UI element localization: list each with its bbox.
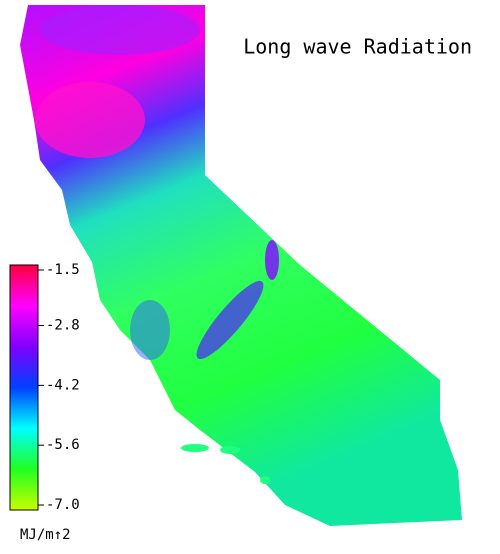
california-map — [20, 5, 462, 526]
north-region — [40, 5, 200, 55]
valley-band — [196, 280, 264, 360]
tick-label: -2.8 — [46, 318, 80, 334]
tick-label: -5.6 — [46, 437, 80, 453]
warm-region — [35, 82, 145, 158]
tick-label: -7.0 — [46, 497, 80, 513]
tick-label: -4.2 — [46, 377, 80, 393]
tick-label: -1.5 — [46, 262, 80, 278]
island — [220, 446, 240, 454]
island — [260, 476, 270, 484]
colorbar-unit: MJ/m↑2 — [20, 527, 71, 543]
mountain-spot — [265, 240, 279, 280]
coast-band — [130, 300, 170, 360]
island — [181, 444, 209, 452]
map-title: Long wave Radiation — [243, 35, 472, 59]
colorbar-scale — [9, 264, 39, 511]
colorbar: -1.5 -2.8 -4.2 -5.6 -7.0 — [9, 262, 80, 513]
